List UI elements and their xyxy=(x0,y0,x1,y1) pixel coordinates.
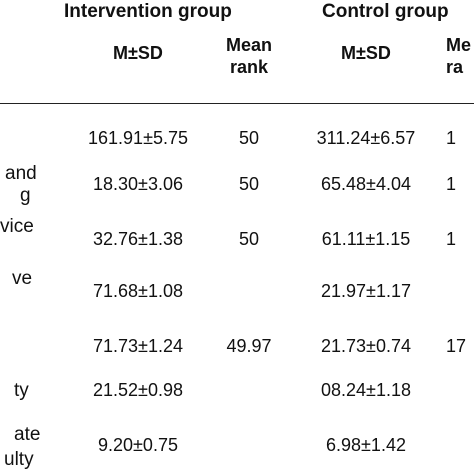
intervention-group-header: Intervention group xyxy=(64,1,232,22)
row-6-label-line-1: ty xyxy=(14,380,29,401)
row-2-ctl-msd: 65.48±4.04 xyxy=(321,174,411,194)
control-rank-line-1: Me xyxy=(446,35,472,55)
header-rule xyxy=(0,103,474,104)
row-5-ctl-rank: 17 xyxy=(446,336,467,356)
row-6-ctl-msd: 08.24±1.18 xyxy=(321,380,411,400)
row-2-label-line-1: and xyxy=(5,163,37,184)
row-4-ctl-msd: 21.97±1.17 xyxy=(321,281,411,301)
row-5-int-msd: 71.73±1.24 xyxy=(93,336,183,356)
control-rank-line-2: ra xyxy=(446,57,464,77)
mean-rank-line-2: rank xyxy=(229,57,269,77)
row-6-int-msd: 21.52±0.98 xyxy=(93,380,183,400)
row-7-label-line-1: ate xyxy=(14,424,41,445)
row-4-int-msd: 71.68±1.08 xyxy=(93,281,183,301)
row-3-int-msd: 32.76±1.38 xyxy=(93,229,183,249)
row-3-ctl-rank: 1 xyxy=(446,229,457,249)
row-2-label-line-2: g xyxy=(20,185,31,206)
row-1-int-rank: 50 xyxy=(238,128,260,148)
row-7-int-msd: 9.20±0.75 xyxy=(98,435,178,455)
control-mean-rank-header: Me ra xyxy=(446,34,474,78)
row-3-ctl-msd: 61.11±1.15 xyxy=(321,229,411,249)
row-1-int-msd: 161.91±5.75 xyxy=(88,128,188,148)
row-1-ctl-rank: 1 xyxy=(446,128,457,148)
intervention-mean-rank-header: Mean rank xyxy=(214,34,284,78)
row-1-ctl-msd: 311.24±6.57 xyxy=(316,128,416,148)
row-4-label-line-1: ve xyxy=(12,268,33,289)
intervention-msd-header: M±SD xyxy=(113,43,163,63)
row-2-int-rank: 50 xyxy=(238,174,260,194)
control-group-header: Control group xyxy=(322,1,449,22)
row-2-ctl-rank: 1 xyxy=(446,174,457,194)
row-3-label-line-1: vice xyxy=(0,216,34,237)
row-3-int-rank: 50 xyxy=(238,229,260,249)
row-5-ctl-msd: 21.73±0.74 xyxy=(321,336,411,356)
row-7-ctl-msd: 6.98±1.42 xyxy=(326,435,406,455)
row-5-int-rank: 49.97 xyxy=(226,336,272,356)
mean-rank-line-1: Mean xyxy=(225,35,272,55)
row-2-int-msd: 18.30±3.06 xyxy=(93,174,183,194)
row-7-label-line-2: ulty xyxy=(4,449,34,470)
control-msd-header: M±SD xyxy=(341,43,391,63)
